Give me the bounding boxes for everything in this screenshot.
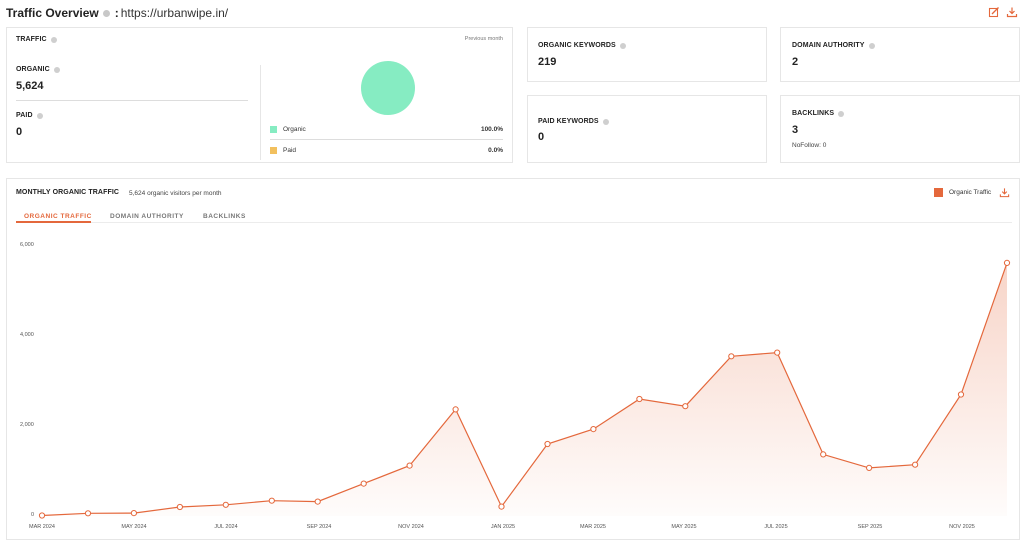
data-point[interactable]	[1003, 259, 1011, 266]
series-area	[42, 262, 1007, 516]
tab-organic-traffic[interactable]: ORGANIC TRAFFIC	[24, 213, 92, 220]
legend-organic: Organic 100.0%	[270, 122, 503, 136]
x-tick-label: JUL 2024	[214, 524, 238, 530]
legend-organic-pct: 100.0%	[480, 125, 503, 133]
info-icon[interactable]	[50, 36, 57, 43]
y-tick-label: 4,000	[20, 332, 34, 338]
paid-keywords-label: PAID KEYWORDS	[538, 118, 609, 125]
page-header: Traffic Overview : https://urbanwipe.in/	[6, 5, 228, 21]
x-tick-label: SEP 2025	[857, 524, 883, 530]
data-point[interactable]	[636, 395, 643, 403]
data-point[interactable]	[820, 451, 827, 458]
traffic-label: TRAFFIC	[16, 36, 57, 43]
data-point[interactable]	[268, 497, 275, 504]
domain-url: https://urbanwipe.in/	[120, 6, 229, 20]
x-tick-label: MAY 2025	[671, 524, 697, 530]
x-tick-label: MAY 2024	[121, 524, 147, 530]
data-point[interactable]	[866, 464, 873, 471]
traffic-pie-chart	[361, 61, 415, 115]
organic-swatch	[270, 125, 277, 133]
download-icon[interactable]	[999, 187, 1010, 198]
organic-keywords-value: 219	[538, 56, 557, 68]
y-tick-label: 2,000	[20, 422, 34, 428]
organic-value: 5,624	[16, 80, 44, 92]
backlinks-card: BACKLINKS 3 NoFollow: 0	[780, 95, 1020, 163]
domain-authority-value: 2	[792, 56, 799, 68]
nofollow-text: NoFollow: 0	[792, 142, 827, 149]
organic-keywords-label: ORGANIC KEYWORDS	[538, 42, 626, 49]
title-separator: :	[114, 6, 119, 20]
info-icon[interactable]	[53, 66, 60, 73]
y-tick-label: 0	[31, 512, 35, 518]
period-label: Previous month	[464, 36, 503, 42]
x-tick-label: NOV 2024	[398, 524, 424, 530]
info-icon[interactable]	[102, 9, 110, 17]
data-point[interactable]	[176, 503, 183, 511]
tab-domain-authority[interactable]: DOMAIN AUTHORITY	[110, 213, 184, 220]
data-point[interactable]	[38, 512, 46, 519]
paid-label: PAID	[16, 112, 43, 119]
x-tick-label: JUL 2025	[764, 524, 788, 530]
data-point[interactable]	[314, 498, 321, 505]
tab-backlinks[interactable]: BACKLINKS	[203, 213, 246, 220]
paid-value: 0	[16, 126, 23, 138]
legend-label: Organic Traffic	[949, 189, 992, 196]
paid-swatch	[270, 146, 277, 154]
paid-keywords-value: 0	[538, 131, 545, 143]
chart-legend[interactable]: Organic Traffic	[934, 188, 991, 197]
x-tick-label: NOV 2025	[949, 524, 975, 530]
traffic-card: TRAFFIC Previous month ORGANIC 5,624 PAI…	[6, 27, 513, 163]
paid-keywords-card: PAID KEYWORDS 0	[527, 95, 767, 163]
data-point[interactable]	[774, 349, 781, 356]
organic-keywords-card: ORGANIC KEYWORDS 219	[527, 27, 767, 82]
legend-organic-name: Organic	[283, 125, 306, 133]
edit-chart-icon[interactable]	[988, 6, 1000, 18]
legend-divider	[270, 139, 503, 140]
data-point[interactable]	[498, 503, 505, 510]
monthly-subtitle: 5,624 organic visitors per month	[129, 190, 222, 197]
download-icon[interactable]	[1006, 6, 1018, 18]
x-tick-label: JAN 2025	[490, 524, 516, 530]
data-point[interactable]	[84, 510, 92, 517]
vertical-divider	[260, 65, 261, 160]
page-title: Traffic Overview	[6, 6, 99, 20]
data-point[interactable]	[912, 461, 919, 468]
x-tick-label: MAR 2025	[580, 524, 606, 530]
data-point[interactable]	[222, 501, 229, 508]
x-tick-label: MAR 2024	[29, 524, 55, 530]
legend-paid-pct: 0.0%	[488, 146, 503, 154]
data-point[interactable]	[682, 403, 689, 410]
data-point[interactable]	[452, 406, 459, 413]
info-icon[interactable]	[619, 42, 626, 49]
legend-paid-name: Paid	[283, 146, 297, 154]
data-point[interactable]	[406, 462, 413, 469]
series-line	[41, 262, 1008, 517]
domain-authority-card: DOMAIN AUTHORITY 2	[780, 27, 1020, 82]
active-tab-underline	[16, 221, 91, 223]
monthly-title: MONTHLY ORGANIC TRAFFIC	[16, 189, 120, 196]
backlinks-label: BACKLINKS	[792, 110, 845, 117]
data-point[interactable]	[130, 509, 137, 517]
legend-paid: Paid 0.0%	[270, 143, 503, 157]
info-icon[interactable]	[838, 110, 845, 117]
data-point[interactable]	[957, 391, 965, 398]
tab-divider	[16, 222, 1012, 223]
y-tick-label: 6,000	[20, 242, 34, 248]
organic-label: ORGANIC	[16, 66, 60, 73]
info-icon[interactable]	[868, 42, 875, 49]
info-icon[interactable]	[36, 112, 43, 119]
data-point[interactable]	[360, 480, 367, 487]
info-icon[interactable]	[602, 118, 609, 125]
divider	[16, 100, 248, 101]
backlinks-value: 3	[792, 124, 799, 136]
legend-swatch	[934, 188, 943, 197]
domain-authority-label: DOMAIN AUTHORITY	[792, 42, 875, 49]
x-tick-label: SEP 2024	[306, 524, 332, 530]
data-point[interactable]	[590, 426, 597, 433]
data-point[interactable]	[544, 440, 551, 448]
data-point[interactable]	[728, 353, 735, 360]
pie-slice-organic	[361, 61, 415, 115]
